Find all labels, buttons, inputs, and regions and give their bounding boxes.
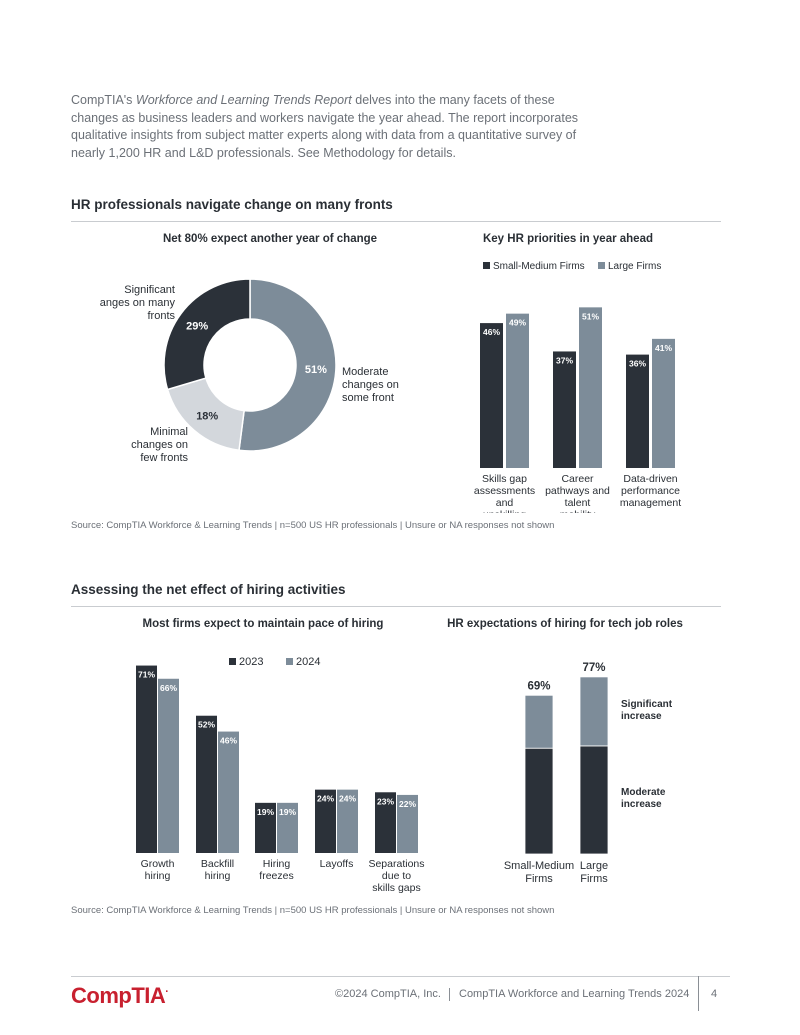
donut-chart-title: Net 80% expect another year of change [162,233,378,245]
bar-value-label: 49% [509,318,526,328]
bar [136,665,157,853]
bar-value-label: 37% [556,355,573,365]
stacked-bar-segment [579,676,609,747]
category-label: Large Firms [580,860,608,885]
section1-source: Source: CompTIA Workforce & Learning Tre… [71,520,555,531]
legend-label: Small-Medium Firms [493,261,585,272]
legend-label: Significant increase [621,699,673,722]
stacked-bar-segment [524,747,554,855]
category-label: Growth hiring [141,858,175,882]
legend-swatch [286,658,293,665]
bar [506,313,529,468]
hiring-chart-title: Most firms expect to maintain pace of hi… [142,618,384,630]
donut-value-label: 29% [186,321,208,333]
bar-value-label: 52% [198,720,215,730]
category-label: Separations due to skills gaps [368,858,424,894]
bar-value-label: 46% [220,736,237,746]
footer-separator [449,988,450,1001]
legend-label: Large Firms [608,261,661,272]
priorities-chart: Small-Medium Firms Large Firms 46% 49% Skill… [474,261,681,513]
bar-value-label: 19% [279,807,296,817]
legend-swatch [483,262,490,269]
stacked-bar-segment [579,745,609,855]
bar [277,802,298,853]
bar-value-label: 24% [339,794,356,804]
footer-vertical-rule [698,976,699,1011]
priorities-chart-title: Key HR priorities in year ahead [482,233,653,245]
bar-total-label: 69% [527,680,550,692]
bar [375,792,396,853]
bar [337,789,358,853]
legend-swatch [598,262,605,269]
bar-value-label: 71% [138,670,155,680]
bar [480,323,503,468]
bar [652,338,675,468]
tech-chart-title: HR expectations of hiring for tech job r… [447,618,683,630]
donut-value-label: 51% [305,364,327,376]
bar-value-label: 66% [160,683,177,693]
bar [579,307,602,468]
donut-slice [238,278,337,452]
bar-value-label: 46% [483,327,500,337]
tech-chart: 69% Small-Medium Firms 77% Large Firms Signifi… [504,662,673,885]
footer-copyright: ©2024 CompTIA, Inc. [335,988,441,1000]
intro-text-2: delves into the many facets of these cha… [71,93,579,160]
hiring-chart: 2023 2024 71% 66% Growth hiring 52% 46% Backfill… [136,656,425,894]
donut-chart: 51% 18% 29% Significantchanges on manyfront… [100,278,399,464]
bar-value-label: 41% [655,343,672,353]
bar-value-label: 36% [629,359,646,369]
bar-total-label: 77% [582,662,605,674]
comptia-logo: CompTIA. [71,983,168,1008]
legend-label: 2024 [296,656,320,668]
category-label: Layoffs [320,858,354,870]
category-label: Small-Medium Firms [504,860,574,885]
bar [553,351,576,468]
bar-value-label: 23% [377,796,394,806]
bar [397,794,418,853]
footer-report-name: CompTIA Workforce and Learning Trends 20… [459,988,690,1000]
category-label: Skills gapassessmentsandupskilling [474,473,535,513]
stacked-bar-segment [524,694,554,749]
legend-swatch [229,658,236,665]
page-number: 4 [711,988,718,1000]
bar [255,802,276,853]
section2-source: Source: CompTIA Workforce & Learning Tre… [71,905,555,916]
category-label: Data-driven performance management [620,473,681,509]
section1-divider [71,221,721,222]
bar [315,789,336,853]
bar-value-label: 19% [257,807,274,817]
intro-report-title: Workforce and Learning Trends Report [135,93,352,107]
section2-divider [71,606,721,607]
donut-category-label: Minimal changes on few fronts [131,426,188,464]
donut-slice [163,278,251,391]
bar-value-label: 22% [399,799,416,809]
legend-label: 2023 [239,656,263,668]
bar-value-label: 51% [582,311,599,321]
donut-value-label: 18% [196,410,218,422]
footer-divider [71,976,730,977]
category-label: Backfill hiring [201,858,234,882]
section1-title: HR professionals navigate change on many… [71,197,393,212]
donut-category-label: Moderate changes on some front [342,366,399,404]
bar [158,678,179,853]
intro-paragraph: CompTIA's Workforce and Learning Trends … [71,92,591,162]
category-label: Hiring freezes [259,858,293,882]
bar [218,731,239,853]
bar-value-label: 24% [317,794,334,804]
section2-title: Assessing the net effect of hiring activ… [71,582,346,597]
bar [626,354,649,468]
legend-label: Moderate increase [621,787,666,810]
intro-text-1: CompTIA's [71,93,136,107]
bar [196,715,217,853]
